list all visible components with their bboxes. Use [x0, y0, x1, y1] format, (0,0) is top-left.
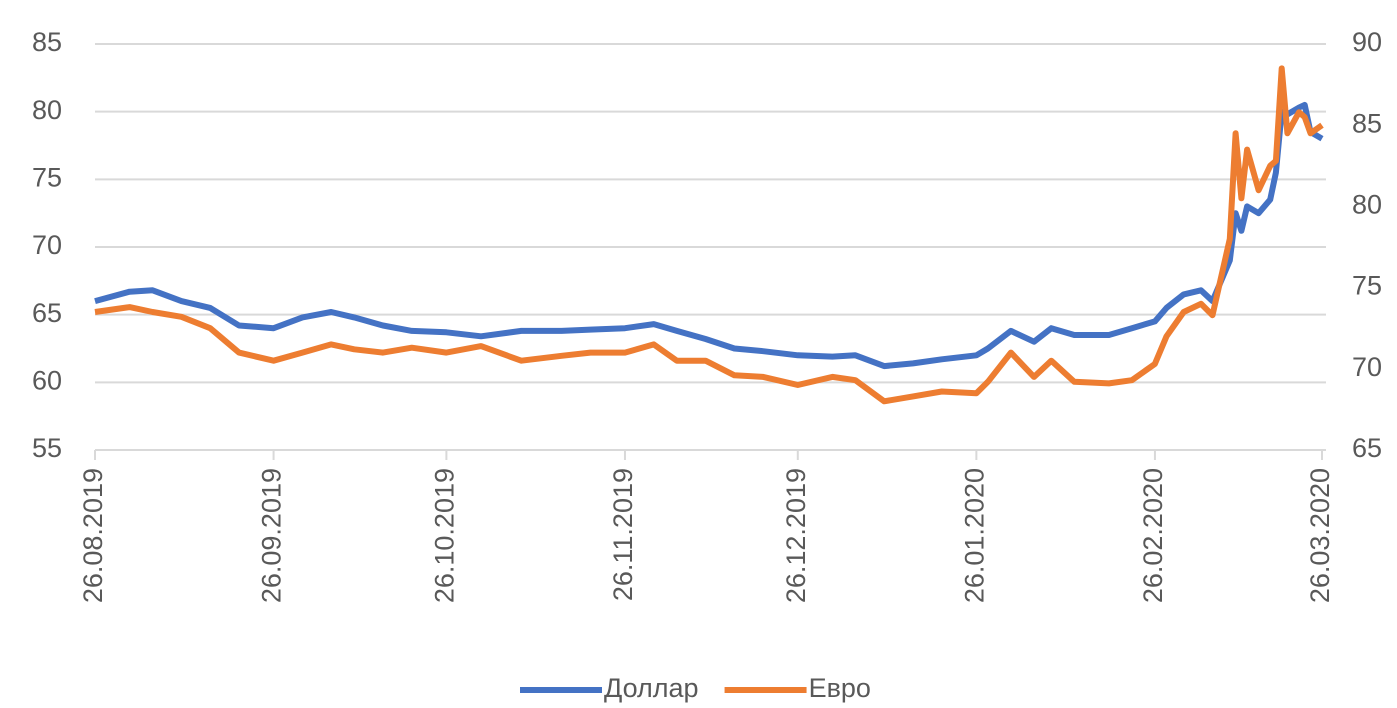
legend-label: Евро [809, 673, 871, 703]
y2-tick-label: 75 [1352, 271, 1382, 301]
x-tick-label: 26.01.2020 [959, 468, 989, 603]
y2-tick-label: 70 [1352, 352, 1382, 382]
y-tick-label: 80 [32, 95, 62, 125]
y2-tick-label: 65 [1352, 433, 1382, 463]
legend-label: Доллар [604, 673, 699, 703]
y-tick-label: 55 [32, 433, 62, 463]
y-tick-label: 75 [32, 162, 62, 192]
x-tick-label: 26.09.2019 [257, 468, 287, 603]
x-tick-label: 26.02.2020 [1138, 468, 1168, 603]
y-tick-label: 70 [32, 230, 62, 260]
y-tick-label: 65 [32, 298, 62, 328]
y2-tick-label: 80 [1352, 190, 1382, 220]
x-tick-label: 26.03.2020 [1305, 468, 1335, 603]
y2-tick-label: 85 [1352, 108, 1382, 138]
y2-tick-label: 90 [1352, 27, 1382, 57]
series-line [94, 65, 1324, 405]
x-tick-label: 26.11.2019 [608, 468, 638, 601]
x-tick-label: 26.08.2019 [78, 468, 108, 603]
series-line [94, 101, 1324, 370]
x-tick-label: 26.12.2019 [781, 468, 811, 603]
x-tick-label: 26.10.2019 [430, 468, 460, 603]
y-tick-label: 60 [32, 365, 62, 395]
y-tick-label: 85 [32, 27, 62, 57]
